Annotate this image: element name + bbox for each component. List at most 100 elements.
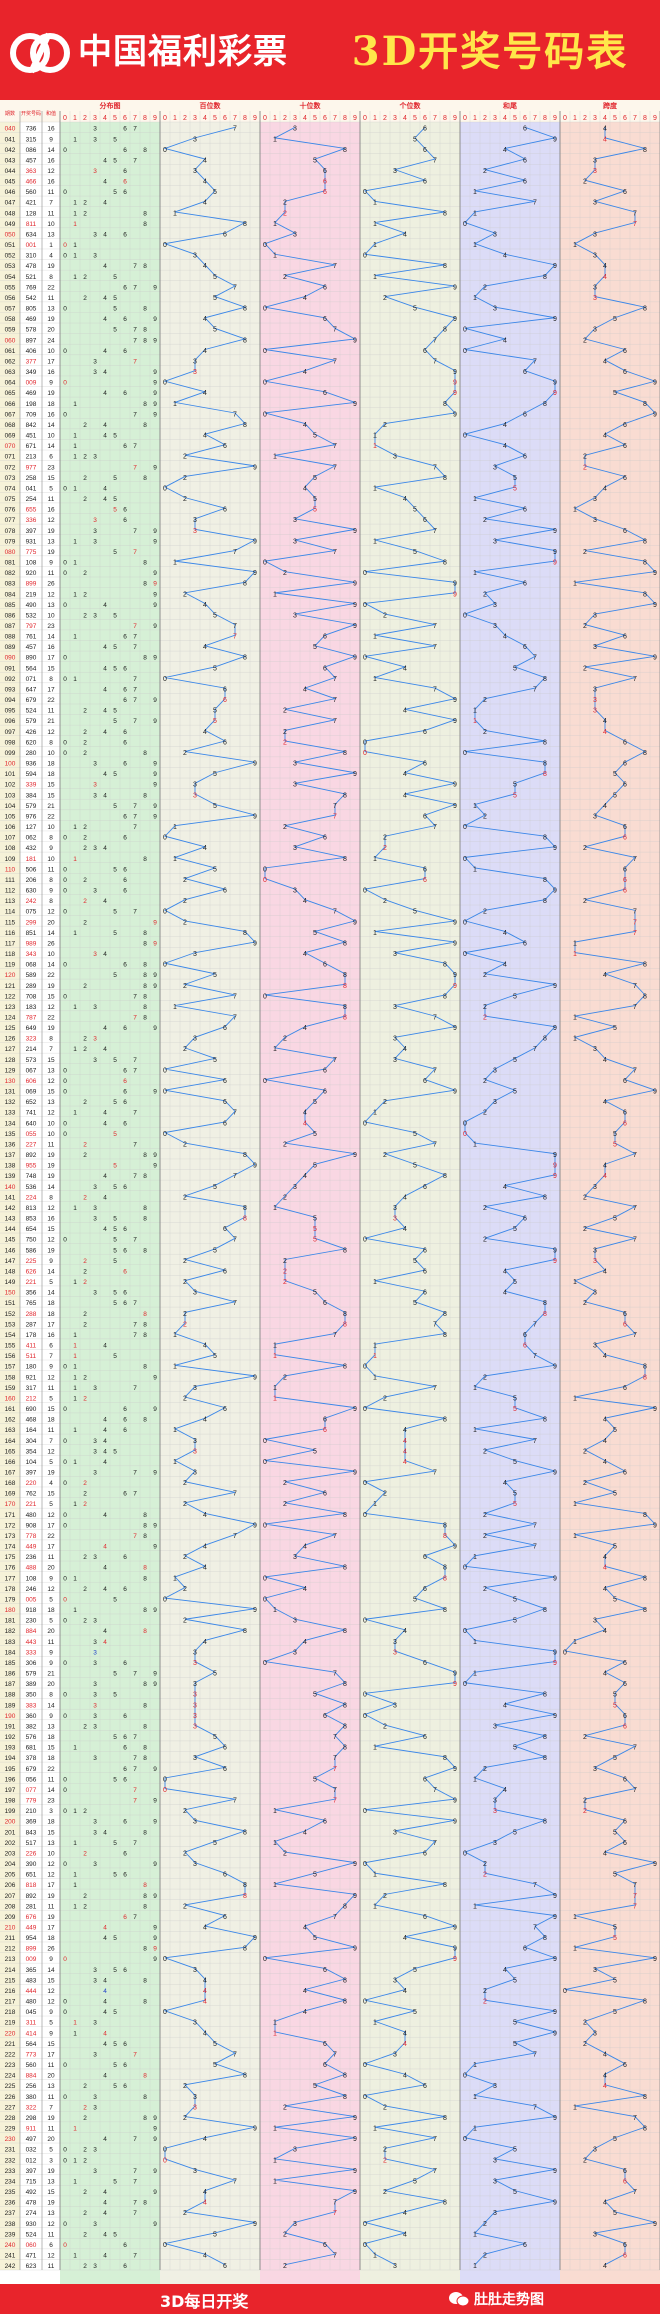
distribution-mark: 9: [153, 2115, 157, 2122]
span-mark: 2: [583, 2041, 587, 2048]
sum-value: 22: [47, 1533, 55, 1540]
tens-mark: 6: [323, 1427, 327, 1434]
span-mark: 5: [613, 316, 617, 323]
issue-number: 161: [5, 1406, 16, 1413]
distribution-mark: 5: [113, 1216, 117, 1223]
distribution-mark: 8: [143, 2200, 147, 2207]
units-mark: 7: [433, 1469, 437, 1476]
units-mark: 7: [433, 686, 437, 693]
distribution-mark: 8: [143, 2115, 147, 2122]
distribution-mark: 4: [103, 1438, 107, 1445]
distribution-mark: 7: [133, 1766, 137, 1773]
draw-number: 647: [26, 686, 37, 693]
sum_tail-mark: 6: [523, 644, 527, 651]
sum-value: 17: [47, 1321, 55, 1328]
draw-number: 748: [26, 1173, 37, 1180]
issue-number: 195: [5, 1766, 16, 1773]
distribution-mark: 1: [73, 1882, 77, 1889]
hundreds-mark: 5: [213, 612, 217, 619]
distribution-mark: 6: [123, 189, 127, 196]
sum_tail-mark: 1: [473, 708, 477, 715]
issue-number: 144: [5, 1226, 16, 1233]
span-mark: 7: [633, 909, 637, 916]
distribution-mark: 6: [123, 1427, 127, 1434]
issue-number: 110: [5, 866, 16, 873]
units-mark: 3: [393, 1205, 397, 1212]
draw-number: 606: [26, 1078, 37, 1085]
tens-mark: 7: [333, 676, 337, 683]
sum_tail-mark: 8: [543, 1935, 547, 1942]
span-mark: 4: [603, 1353, 607, 1360]
sum_tail-mark: 8: [543, 898, 547, 905]
tens-mark: 5: [313, 1216, 317, 1223]
tick-label: 5: [613, 115, 617, 122]
sum-value: 9: [49, 1660, 53, 1667]
distribution-mark: 9: [153, 1798, 157, 1805]
sum_tail-mark: 4: [503, 253, 507, 260]
distribution-mark: 2: [83, 295, 87, 302]
tens-mark: 0: [263, 306, 267, 313]
sum_tail-mark: 0: [463, 2136, 467, 2143]
span-mark: 6: [623, 1681, 627, 1688]
hundreds-mark: 4: [203, 179, 207, 186]
tens-mark: 5: [313, 1692, 317, 1699]
distribution-mark: 7: [133, 686, 137, 693]
sum-value: 8: [49, 835, 53, 842]
sum_tail-mark: 2: [483, 1004, 487, 1011]
span-mark: 3: [593, 1184, 597, 1191]
tick-label: 9: [153, 115, 157, 122]
distribution-mark: 7: [133, 263, 137, 270]
tens-mark: 7: [333, 1798, 337, 1805]
sum-value: 22: [47, 697, 55, 704]
issue-number: 121: [5, 983, 16, 990]
draw-number: 576: [26, 1734, 37, 1741]
tick-label: 4: [203, 115, 207, 122]
draw-number: 164: [26, 1427, 37, 1434]
distribution-mark: 3: [93, 2104, 97, 2111]
draw-number: 560: [26, 189, 37, 196]
hundreds-mark: 2: [183, 591, 187, 598]
sum-value: 9: [49, 888, 53, 895]
distribution-mark: 7: [133, 528, 137, 535]
issue-column-bg: [0, 122, 20, 2270]
distribution-mark: 4: [103, 295, 107, 302]
distribution-mark: 6: [123, 2062, 127, 2069]
hundreds-mark: 2: [183, 454, 187, 461]
hundreds-mark: 3: [193, 1861, 197, 1868]
tens-mark: 8: [343, 1565, 347, 1572]
units-mark: 9: [453, 1671, 457, 1678]
issue-number: 153: [5, 1321, 16, 1328]
hundreds-mark: 9: [253, 1935, 257, 1942]
hundreds-mark: 7: [233, 549, 237, 556]
issue-number: 188: [5, 1692, 16, 1699]
issue-number: 175: [5, 1554, 16, 1561]
distribution-mark: 1: [73, 634, 77, 641]
distribution-mark: 1: [73, 2157, 77, 2164]
units-mark: 8: [443, 327, 447, 334]
span-mark: 7: [633, 1893, 637, 1900]
distribution-mark: 2: [83, 919, 87, 926]
distribution-mark: 0: [63, 602, 67, 609]
distribution-mark: 5: [113, 1840, 117, 1847]
tens-mark: 9: [353, 1406, 357, 1413]
span-mark: 0: [563, 1988, 567, 1995]
tens-mark: 6: [323, 1967, 327, 1974]
sum_tail-mark: 2: [483, 729, 487, 736]
tens-mark: 9: [353, 2136, 357, 2143]
tens-mark: 8: [343, 2073, 347, 2080]
distribution-mark: 9: [153, 1544, 157, 1551]
hundreds-mark: 1: [173, 1332, 177, 1339]
distribution-mark: 7: [133, 1015, 137, 1022]
draw-number: 384: [26, 792, 37, 799]
span-mark: 6: [623, 739, 627, 746]
units-mark: 2: [383, 898, 387, 905]
distribution-mark: 6: [123, 179, 127, 186]
draw-number: 679: [26, 697, 37, 704]
span-mark: 7: [633, 856, 637, 863]
tens-mark: 9: [353, 337, 357, 344]
tens-mark: 0: [263, 380, 267, 387]
draw-number: 336: [26, 517, 37, 524]
sum_tail-mark: 4: [503, 1702, 507, 1709]
sum-value: 15: [47, 1977, 55, 1984]
issue-number: 237: [5, 2210, 16, 2217]
